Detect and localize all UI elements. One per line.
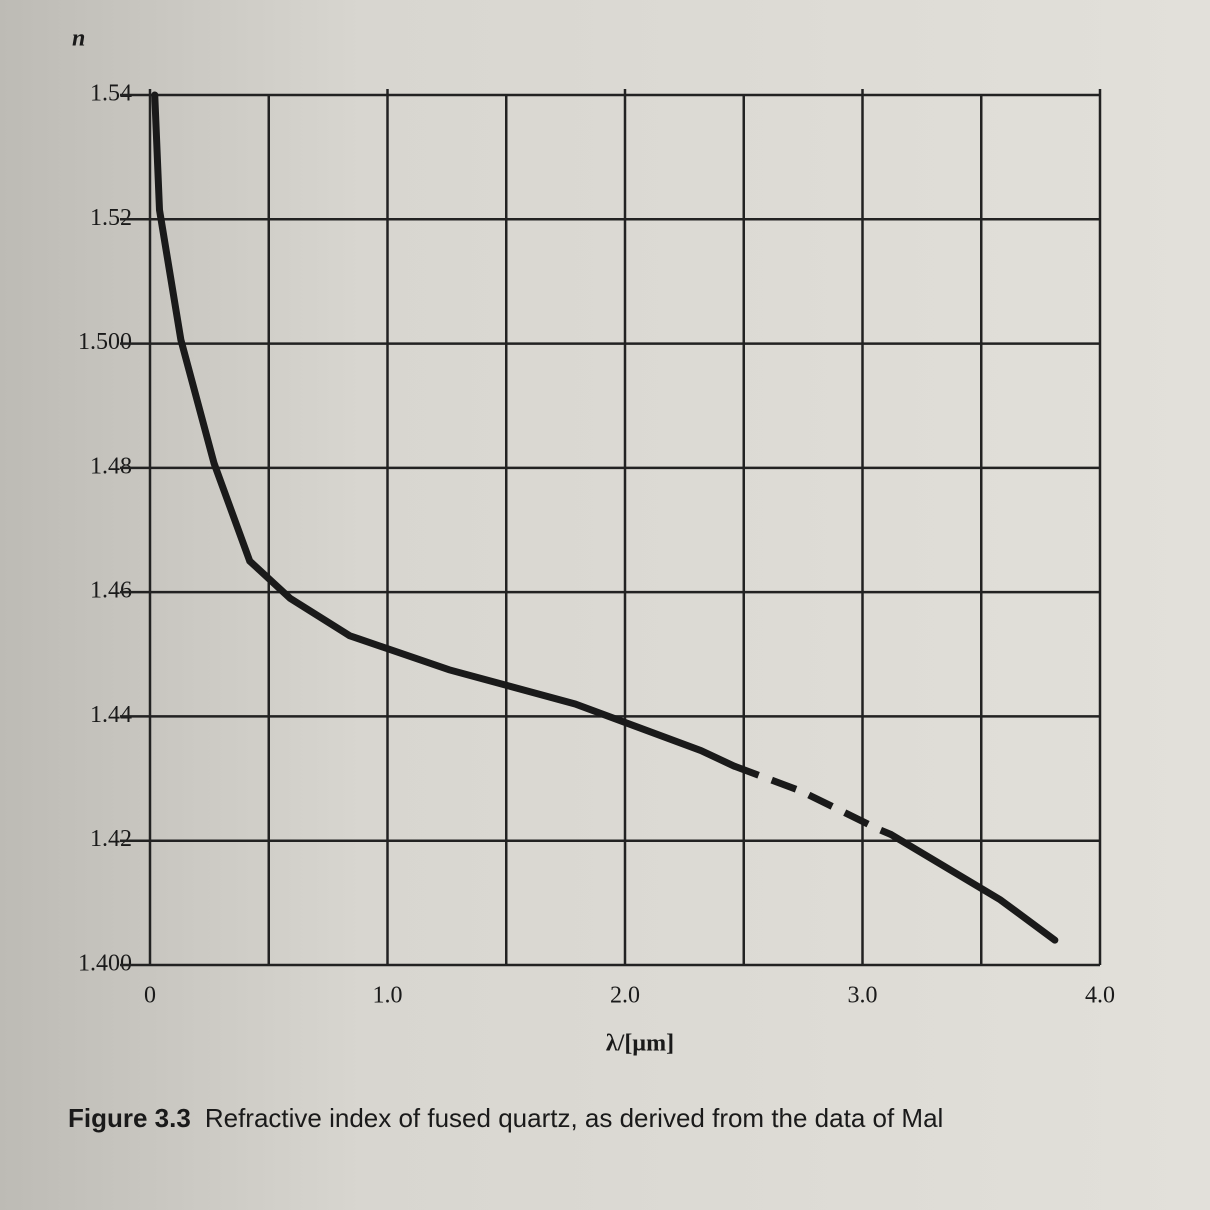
caption-text: Refractive index of fused quartz, as der…: [205, 1103, 944, 1133]
x-tick-label: 1.0: [373, 983, 403, 1009]
x-tick-label: 2.0: [610, 983, 640, 1009]
y-tick-label: 1.52: [90, 205, 132, 231]
y-tick-label: 1.400: [78, 951, 132, 977]
y-tick-label: 1.46: [90, 578, 132, 604]
x-tick-label: 0: [144, 983, 156, 1009]
x-axis-label: λ/[µm]: [606, 1031, 674, 1057]
caption: Figure 3.3 Refractive index of fused quar…: [68, 1103, 943, 1133]
y-tick-label: 1.500: [78, 329, 132, 355]
curve: [887, 831, 1059, 944]
curve: [733, 762, 893, 838]
x-tick-label: 4.0: [1085, 983, 1115, 1009]
caption-label: Figure 3.3: [68, 1103, 191, 1133]
curve: [151, 91, 738, 770]
x-tick-label: 3.0: [848, 983, 878, 1009]
y-tick-label: 1.54: [90, 81, 132, 107]
y-axis-label: n: [72, 26, 85, 52]
y-tick-label: 1.48: [90, 453, 132, 479]
y-tick-label: 1.42: [90, 826, 132, 852]
y-tick-label: 1.44: [90, 702, 132, 728]
